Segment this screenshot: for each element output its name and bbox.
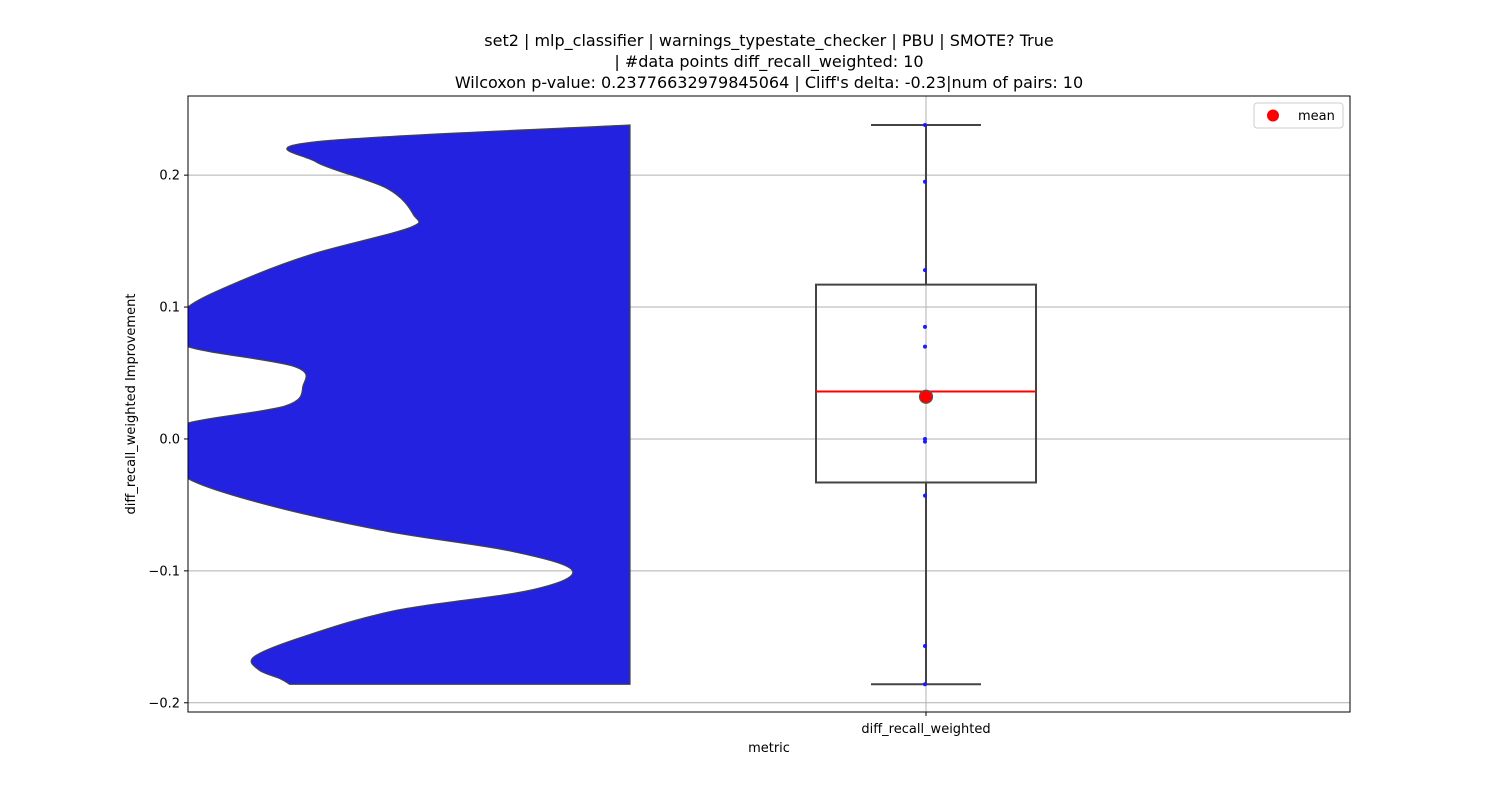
chart-title-line-1: set2 | mlp_classifier | warnings_typesta…	[484, 31, 1053, 51]
x-axis-ticks: diff_recall_weighted	[861, 712, 991, 737]
violin-layer	[188, 124, 631, 685]
y-tick-label: 0.1	[159, 301, 180, 316]
plot-frame	[187, 95, 1351, 713]
x-axis-label: metric	[748, 741, 790, 756]
data-point	[923, 344, 927, 349]
y-axis-ticks: −0.2 −0.1 0.0 0.1 0.2	[148, 169, 188, 711]
data-points-layer	[923, 123, 927, 687]
mean-marker	[918, 389, 934, 404]
data-point	[923, 493, 927, 498]
y-tick-label: 0.0	[159, 432, 180, 447]
y-axis-label: diff_recall_weighted Improvement	[124, 294, 139, 515]
data-point	[923, 268, 927, 273]
x-tick-label: diff_recall_weighted	[861, 722, 990, 737]
legend-label: mean	[1298, 109, 1335, 124]
box-layer	[815, 124, 1037, 686]
legend-box	[1253, 102, 1344, 129]
chart-title-line-3: Wilcoxon p-value: 0.23776632979845064 | …	[455, 73, 1083, 92]
data-point	[923, 179, 927, 184]
data-point	[923, 324, 927, 329]
data-point	[923, 644, 927, 649]
legend-mean-marker	[1267, 109, 1279, 122]
chart-title-line-2: | #data points diff_recall_weighted: 10	[614, 52, 923, 72]
violin-shape	[188, 124, 631, 685]
legend: mean	[1253, 102, 1344, 129]
data-point	[923, 123, 927, 128]
y-tick-label: −0.1	[148, 564, 180, 579]
data-point	[923, 682, 927, 687]
y-tick-label: −0.2	[148, 696, 180, 711]
box-iqr	[815, 283, 1037, 484]
data-point	[923, 439, 927, 444]
y-tick-label: 0.2	[159, 169, 180, 184]
